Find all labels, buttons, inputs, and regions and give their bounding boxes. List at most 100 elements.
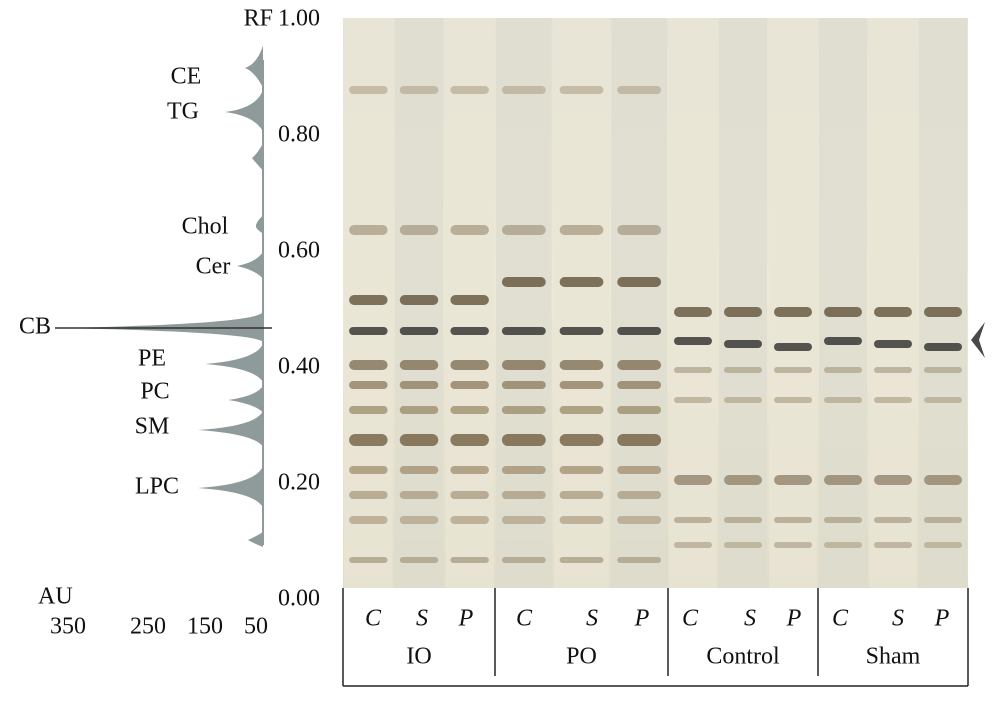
band <box>399 381 439 389</box>
band <box>450 86 489 94</box>
band <box>501 86 546 94</box>
lane-strip <box>869 18 917 588</box>
band <box>924 367 962 373</box>
band <box>617 327 662 335</box>
band <box>349 557 388 563</box>
band <box>617 360 662 370</box>
rf-axis-label: RF <box>244 6 273 32</box>
band <box>501 516 546 524</box>
peak <box>205 343 263 383</box>
rf-tick-label: 0.40 <box>278 354 320 380</box>
rf-tick-label: 0.20 <box>278 470 320 496</box>
band <box>724 397 762 403</box>
band <box>617 434 662 446</box>
au-tick-label: 150 <box>187 614 223 640</box>
lipid-label: PE <box>138 346 166 372</box>
peak <box>225 89 263 132</box>
band <box>617 381 662 389</box>
band <box>559 491 604 499</box>
band <box>450 557 489 563</box>
band <box>824 542 862 548</box>
lane-bracket <box>342 588 969 687</box>
peak <box>245 45 263 88</box>
band <box>349 491 388 499</box>
band <box>349 295 388 305</box>
band <box>674 307 712 317</box>
band <box>559 327 604 335</box>
band <box>501 327 546 335</box>
band <box>674 542 712 548</box>
band <box>674 475 712 485</box>
band <box>399 406 439 414</box>
band <box>399 327 439 335</box>
band <box>874 542 912 548</box>
lane-label: S <box>586 606 598 632</box>
band <box>824 397 862 403</box>
band <box>559 381 604 389</box>
band <box>399 491 439 499</box>
band <box>617 225 662 235</box>
band <box>874 517 912 523</box>
lane-label: S <box>744 606 756 632</box>
band <box>724 475 762 485</box>
lane-label: C <box>365 606 382 632</box>
rf-tick-label: 0.60 <box>278 238 320 264</box>
band <box>874 397 912 403</box>
band <box>559 516 604 524</box>
band <box>724 340 762 348</box>
band <box>774 475 812 485</box>
band <box>349 360 388 370</box>
band <box>501 381 546 389</box>
lane-strip <box>819 18 867 588</box>
band <box>924 307 962 317</box>
band <box>450 381 489 389</box>
band <box>349 516 388 524</box>
band <box>617 406 662 414</box>
group-label: PO <box>566 644 597 670</box>
band <box>349 406 388 414</box>
band <box>724 517 762 523</box>
band <box>450 491 489 499</box>
lane-strip <box>496 18 552 588</box>
band <box>450 295 489 305</box>
band <box>399 295 439 305</box>
lane-label: P <box>458 606 474 632</box>
band <box>924 475 962 485</box>
band <box>674 397 712 403</box>
lipid-label: Cer <box>196 254 231 280</box>
band <box>559 277 604 287</box>
band <box>399 86 439 94</box>
au-tick-label: 250 <box>130 614 166 640</box>
peak <box>255 215 263 234</box>
band <box>774 542 812 548</box>
band <box>874 367 912 373</box>
band <box>450 406 489 414</box>
band <box>399 516 439 524</box>
band <box>924 397 962 403</box>
band <box>501 360 546 370</box>
lane-strip <box>611 18 667 588</box>
band <box>674 337 712 345</box>
lipid-label: CB <box>19 314 51 340</box>
band <box>774 367 812 373</box>
lane-strip <box>553 18 610 588</box>
band <box>501 491 546 499</box>
band <box>349 225 388 235</box>
band <box>501 277 546 287</box>
band <box>617 86 662 94</box>
band <box>399 557 439 563</box>
band <box>674 517 712 523</box>
band <box>774 307 812 317</box>
band <box>559 225 604 235</box>
band <box>874 307 912 317</box>
densitogram <box>55 45 272 547</box>
lane-label: C <box>832 606 849 632</box>
band <box>924 517 962 523</box>
band <box>450 466 489 474</box>
band <box>399 466 439 474</box>
band <box>617 466 662 474</box>
peak <box>237 251 263 279</box>
lipid-label: CE <box>171 64 202 90</box>
lane-label: C <box>682 606 699 632</box>
